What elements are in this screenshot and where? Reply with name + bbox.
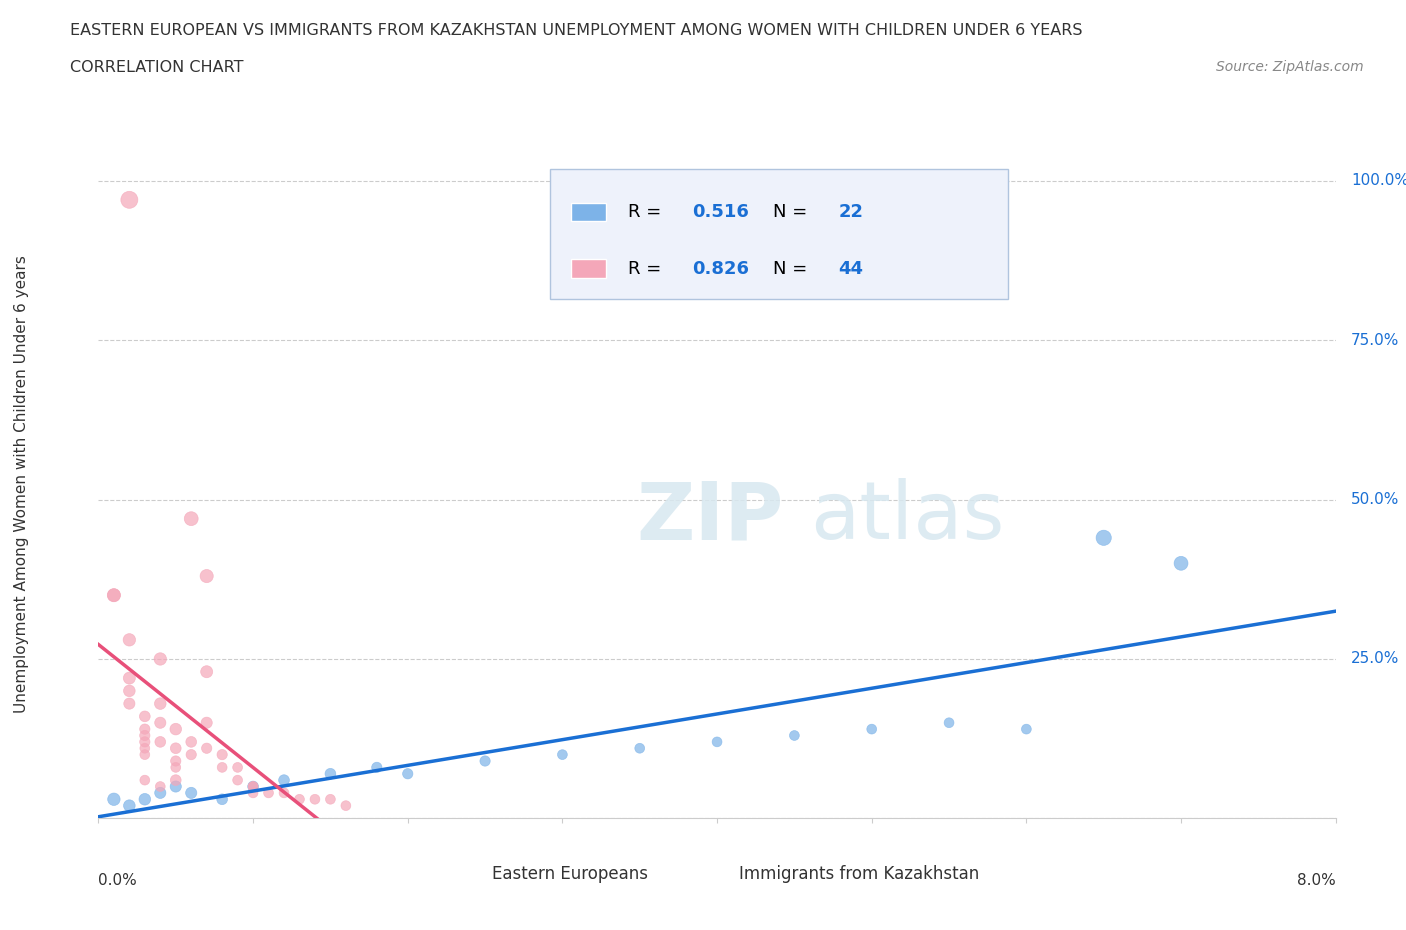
Point [706, 735, 728, 750]
FancyBboxPatch shape [451, 868, 481, 884]
Point [118, 697, 141, 711]
Text: 75.0%: 75.0% [1351, 333, 1399, 348]
Point [1015, 722, 1038, 737]
Text: 0.826: 0.826 [692, 259, 749, 278]
Point [226, 760, 249, 775]
Point [149, 652, 172, 667]
Point [1092, 530, 1115, 545]
Point [118, 671, 141, 685]
Text: Eastern Europeans: Eastern Europeans [492, 865, 648, 883]
Point [242, 779, 264, 794]
Point [783, 728, 806, 743]
Point [304, 791, 326, 806]
Point [118, 798, 141, 813]
FancyBboxPatch shape [571, 203, 606, 221]
Point [134, 741, 156, 756]
Text: R =: R = [628, 259, 666, 278]
Point [149, 715, 172, 730]
Point [134, 722, 156, 737]
Point [180, 735, 202, 750]
Point [134, 773, 156, 788]
Point [149, 786, 172, 801]
Text: 25.0%: 25.0% [1351, 652, 1399, 667]
Point [180, 747, 202, 762]
Text: atlas: atlas [810, 478, 1004, 556]
Point [211, 791, 233, 806]
Text: Unemployment Among Women with Children Under 6 years: Unemployment Among Women with Children U… [14, 255, 28, 712]
Point [165, 722, 187, 737]
Point [474, 753, 496, 768]
Text: R =: R = [628, 203, 666, 221]
Text: N =: N = [773, 259, 813, 278]
Point [134, 735, 156, 750]
Point [319, 766, 342, 781]
Point [273, 786, 295, 801]
Point [938, 715, 960, 730]
Point [195, 715, 218, 730]
Point [195, 741, 218, 756]
FancyBboxPatch shape [571, 259, 606, 278]
Text: 44: 44 [838, 259, 863, 278]
Point [1170, 556, 1192, 571]
Text: N =: N = [773, 203, 813, 221]
Point [118, 632, 141, 647]
Text: EASTERN EUROPEAN VS IMMIGRANTS FROM KAZAKHSTAN UNEMPLOYMENT AMONG WOMEN WITH CHI: EASTERN EUROPEAN VS IMMIGRANTS FROM KAZA… [70, 23, 1083, 38]
Text: 8.0%: 8.0% [1296, 872, 1336, 887]
Point [396, 766, 419, 781]
Point [134, 791, 156, 806]
Text: 50.0%: 50.0% [1351, 492, 1399, 507]
Text: 0.0%: 0.0% [98, 872, 138, 887]
FancyBboxPatch shape [699, 868, 728, 884]
Point [366, 760, 388, 775]
Point [242, 786, 264, 801]
Point [195, 664, 218, 679]
Point [134, 728, 156, 743]
Point [165, 753, 187, 768]
Text: 22: 22 [838, 203, 863, 221]
Text: 0.516: 0.516 [692, 203, 749, 221]
Point [134, 709, 156, 724]
FancyBboxPatch shape [550, 169, 1008, 299]
Point [335, 798, 357, 813]
Text: Immigrants from Kazakhstan: Immigrants from Kazakhstan [740, 865, 980, 883]
Point [165, 779, 187, 794]
Point [118, 684, 141, 698]
Point [180, 512, 202, 526]
Text: ZIP: ZIP [637, 478, 785, 556]
Point [103, 791, 125, 806]
Point [180, 786, 202, 801]
Point [149, 779, 172, 794]
Point [319, 791, 342, 806]
Point [226, 773, 249, 788]
Point [195, 568, 218, 583]
Point [211, 760, 233, 775]
Point [134, 747, 156, 762]
Point [628, 741, 651, 756]
Point [103, 588, 125, 603]
Point [242, 779, 264, 794]
Point [165, 741, 187, 756]
Point [242, 779, 264, 794]
Point [103, 588, 125, 603]
Point [273, 773, 295, 788]
Point [149, 697, 172, 711]
Point [165, 760, 187, 775]
Text: Source: ZipAtlas.com: Source: ZipAtlas.com [1216, 60, 1364, 74]
Text: 100.0%: 100.0% [1351, 173, 1406, 188]
Point [118, 193, 141, 207]
Point [211, 747, 233, 762]
Text: CORRELATION CHART: CORRELATION CHART [70, 60, 243, 75]
Point [257, 786, 280, 801]
Point [165, 773, 187, 788]
Point [860, 722, 883, 737]
Point [551, 747, 574, 762]
Point [288, 791, 311, 806]
Point [149, 735, 172, 750]
